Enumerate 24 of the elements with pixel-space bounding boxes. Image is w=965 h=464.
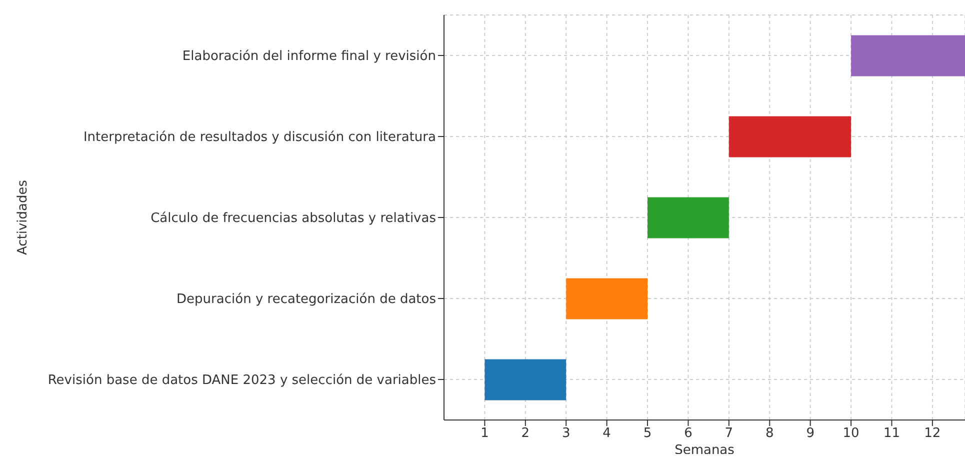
- x-tick-label: 4: [602, 426, 611, 442]
- bar: [851, 35, 965, 76]
- x-axis-title: Semanas: [674, 443, 735, 458]
- y-tick-label: Revisión base de datos DANE 2023 y selección de variables: [48, 373, 436, 388]
- x-tick-label: 5: [643, 426, 652, 442]
- y-tick-label: Elaboración del informe final y revisión: [182, 49, 436, 64]
- x-tick-label: 2: [521, 426, 530, 442]
- bar: [484, 359, 566, 400]
- x-tick-label: 9: [806, 426, 814, 442]
- bar: [566, 278, 648, 320]
- y-tick-label: Interpretación de resultados y discusión con literatura: [83, 130, 436, 146]
- bar: [648, 197, 729, 238]
- x-tick-label: 3: [562, 426, 570, 442]
- x-tick-label: 12: [924, 426, 941, 442]
- y-axis-title: Actividades: [16, 180, 31, 256]
- x-tick-label: 11: [883, 426, 900, 442]
- y-tick-label: Cálculo de frecuencias absolutas y relativas: [150, 211, 436, 226]
- x-tick-label: 1: [480, 426, 489, 442]
- bar: [728, 116, 852, 158]
- x-tick-label: 6: [684, 426, 692, 442]
- x-tick-label: 7: [724, 426, 734, 442]
- y-tick-label: Depuración y recategorización de datos: [176, 292, 436, 308]
- x-tick-label: 10: [842, 426, 860, 442]
- x-tick-label: 8: [765, 426, 774, 442]
